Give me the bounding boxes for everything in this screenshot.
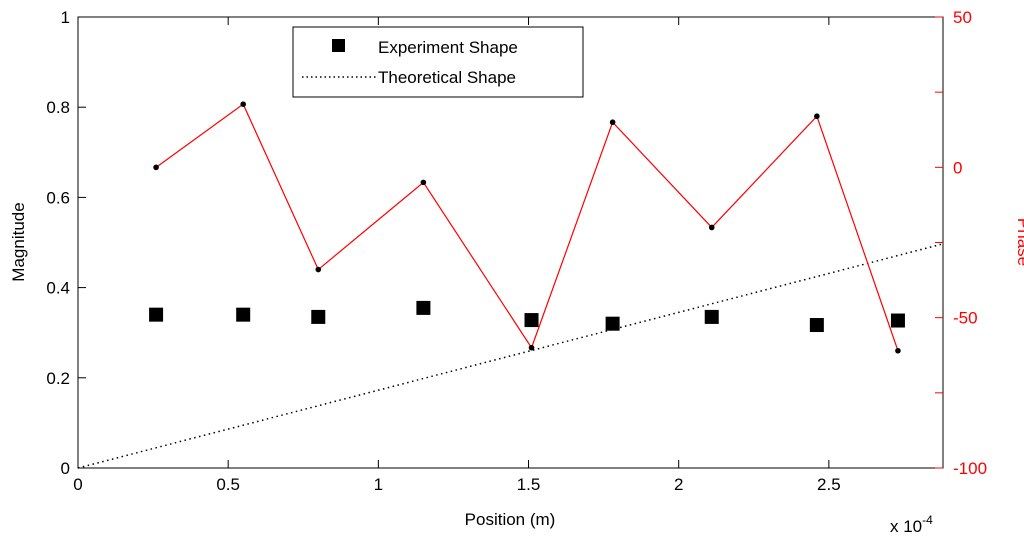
left-y-tick-label: 0.8 [46, 98, 70, 117]
x-tick-label: 1 [374, 475, 383, 494]
experiment-shape-point [890, 313, 905, 328]
x-tick-label: 0.5 [216, 475, 240, 494]
phase-point [153, 164, 159, 171]
experiment-shape-point [416, 300, 431, 315]
left-y-tick-label: 1 [61, 8, 70, 27]
right-y-tick-label: 50 [953, 8, 972, 27]
phase-point [315, 266, 322, 273]
series-layer [77, 101, 944, 469]
left-y-axis-ticks: 0 0.2 0.4 0.6 0.8 1 [46, 8, 86, 478]
left-y-tick-label: 0.6 [46, 188, 70, 207]
x-tick-label: 2 [674, 475, 683, 494]
left-y-tick-label: 0 [61, 459, 70, 478]
experiment-shape-point [236, 307, 251, 322]
x-tick-label: 1.5 [517, 475, 541, 494]
left-y-axis-title: Magnitude [9, 202, 28, 281]
x-axis-title: Position (m) [465, 510, 556, 529]
experiment-shape-point [809, 318, 824, 333]
legend: Experiment Shape Theoretical Shape [292, 26, 584, 98]
x-axis-ticks: 0 0.5 1 1.5 2 2.5 [73, 17, 841, 494]
phase-point [814, 113, 820, 120]
legend-label-experiment: Experiment Shape [378, 38, 518, 57]
x-axis-multiplier: x 10-4 [890, 513, 933, 536]
phase-point [528, 344, 535, 351]
legend-box [292, 26, 584, 98]
left-y-tick-label: 0.4 [46, 279, 70, 298]
left-y-tick-label: 0.2 [46, 369, 70, 388]
phase-point [609, 119, 616, 126]
phase-point [708, 224, 715, 231]
x-tick-label: 0 [73, 475, 82, 494]
x-axis-multiplier-base: x 10 [890, 517, 922, 536]
experiment-shape-point [605, 316, 620, 331]
x-axis-multiplier-exponent: -4 [922, 513, 933, 527]
phase-point [240, 101, 246, 107]
right-y-axis-ticks: -100 -50 0 50 [935, 8, 987, 478]
experiment-shape-point [149, 307, 164, 322]
legend-square-marker [332, 39, 345, 52]
x-tick-label: 2.5 [817, 475, 841, 494]
right-y-tick-label: -50 [953, 309, 978, 328]
right-y-axis-title: Phase [1014, 218, 1024, 266]
experiment-shape-point [704, 309, 719, 324]
phase-point [895, 347, 901, 354]
right-y-tick-label: 0 [953, 158, 962, 177]
phase-point [420, 179, 427, 186]
legend-label-theoretical: Theoretical Shape [378, 68, 516, 87]
right-y-tick-label: -100 [953, 459, 987, 478]
experiment-shape-point [524, 313, 539, 328]
experiment-shape-point [311, 309, 326, 324]
